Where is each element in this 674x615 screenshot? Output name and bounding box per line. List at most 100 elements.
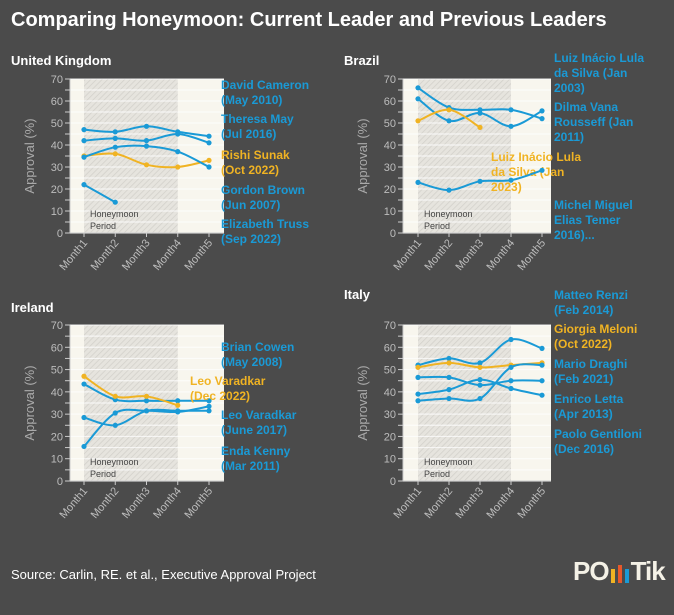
series-label: 2016)...	[554, 228, 595, 242]
series-label: Matteo Renzi	[554, 288, 628, 302]
data-point	[415, 398, 421, 404]
data-point	[446, 395, 452, 402]
data-point	[477, 395, 483, 402]
logo-text-right: Tik	[630, 556, 666, 586]
data-point	[175, 149, 181, 155]
data-point	[112, 410, 118, 416]
y-axis-title: Approval (%)	[355, 118, 370, 193]
data-point	[81, 154, 87, 160]
chart-panel: United Kingdom 0 10 20 30 40 50 60 70 Approval (%…	[11, 53, 309, 273]
y-tick-label: 60	[51, 96, 63, 108]
series-label: 2023)	[491, 180, 522, 194]
data-point	[477, 178, 483, 184]
series-label: Leo Varadkar	[190, 374, 266, 388]
x-tick-label: Month2	[423, 485, 456, 521]
x-tick-label: Month4	[151, 237, 184, 273]
data-point	[81, 127, 87, 133]
data-point	[508, 336, 514, 343]
data-point	[477, 382, 483, 388]
x-tick-label: Month4	[485, 485, 518, 521]
honeymoon-label: Period	[90, 221, 116, 231]
logo-bar-1	[610, 569, 615, 583]
y-tick-label: 0	[57, 476, 63, 488]
logo-text-left: PO	[573, 556, 610, 586]
honeymoon-label: Period	[424, 221, 450, 231]
logo-bar-2	[617, 565, 622, 583]
honeymoon-label: Period	[90, 469, 116, 479]
series-label: Michel Miguel	[554, 198, 633, 212]
y-tick-label: 20	[51, 184, 63, 196]
data-point	[415, 364, 421, 370]
x-tick-label: Month5	[516, 485, 549, 521]
honeymoon-label: Honeymoon	[424, 457, 473, 467]
data-point	[81, 182, 87, 188]
series-label: (Feb 2021)	[554, 372, 613, 386]
data-point	[143, 408, 150, 414]
data-point	[81, 443, 87, 450]
y-tick-label: 0	[390, 476, 396, 488]
data-point	[206, 403, 212, 409]
data-point	[112, 144, 118, 150]
data-point	[508, 123, 514, 129]
y-axis-title: Approval (%)	[22, 365, 37, 440]
data-point	[508, 364, 514, 370]
x-tick-label: Month2	[423, 237, 456, 273]
data-point	[415, 374, 421, 380]
data-point	[143, 143, 150, 149]
series-label: Gordon Brown	[221, 183, 305, 197]
x-tick-label: Month5	[183, 237, 216, 273]
panel-title: United Kingdom	[11, 53, 111, 68]
y-tick-label: 40	[384, 140, 396, 152]
y-tick-label: 0	[390, 228, 396, 240]
x-tick-label: Month5	[516, 237, 549, 273]
series-label: 2003)	[554, 81, 585, 95]
y-tick-label: 30	[384, 162, 396, 174]
y-tick-label: 10	[51, 206, 63, 218]
y-tick-label: 60	[384, 342, 396, 354]
series-label: Rousseff (Jan	[554, 115, 633, 129]
data-point	[206, 164, 212, 170]
data-point	[415, 118, 421, 124]
honeymoon-label: Honeymoon	[424, 209, 473, 219]
series-label: (Jun 2007)	[221, 198, 280, 212]
data-point	[112, 393, 118, 399]
panel-title: Italy	[344, 287, 371, 302]
politik-logo: PO Tik	[573, 556, 666, 587]
x-tick-label: Month3	[120, 237, 153, 273]
x-tick-label: Month1	[392, 485, 425, 521]
y-tick-label: 70	[51, 74, 63, 86]
data-point	[175, 131, 181, 137]
x-tick-label: Month3	[454, 485, 487, 521]
data-point	[81, 138, 87, 144]
y-tick-label: 60	[51, 342, 63, 354]
y-tick-label: 20	[384, 431, 396, 443]
honeymoon-label: Honeymoon	[90, 457, 139, 467]
y-tick-label: 20	[51, 431, 63, 443]
series-label: Dilma Vana	[554, 100, 618, 114]
y-tick-label: 10	[384, 454, 396, 466]
series-label: Paolo Gentiloni	[554, 427, 642, 441]
y-tick-label: 40	[51, 140, 63, 152]
data-point	[112, 151, 118, 157]
y-tick-label: 50	[51, 365, 63, 377]
data-point	[415, 391, 421, 397]
panel-title: Brazil	[344, 53, 379, 68]
source-note: Source: Carlin, RE. et al., Executive Ap…	[11, 567, 316, 582]
data-point	[539, 167, 545, 173]
data-point	[446, 187, 452, 193]
data-point	[539, 108, 545, 114]
y-tick-label: 70	[384, 320, 396, 332]
chart-panel: Ireland 0 10 20 30 40 50 60 70 Approval (%) Month1…	[11, 300, 297, 521]
series-label: Elias Temer	[554, 213, 621, 227]
series-label: 2011)	[554, 130, 584, 144]
x-tick-label: Month2	[89, 485, 122, 521]
data-point	[539, 378, 545, 384]
series-label: (May 2008)	[221, 355, 282, 369]
series-label: Rishi Sunak	[221, 148, 290, 162]
series-label: Luiz Inácio Lula	[554, 51, 644, 65]
data-point	[539, 392, 545, 398]
y-tick-label: 50	[384, 118, 396, 130]
data-point	[112, 422, 118, 428]
